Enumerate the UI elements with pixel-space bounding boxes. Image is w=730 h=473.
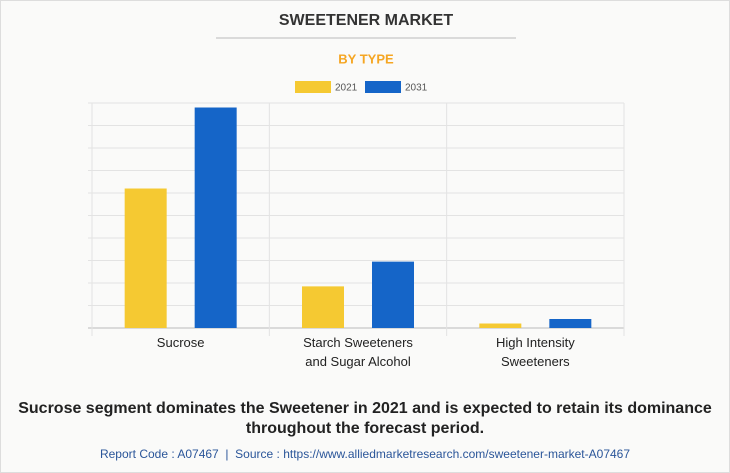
x-tick-label: High Intensity Sweeteners: [495, 335, 575, 369]
bar: [194, 107, 237, 328]
bar: [549, 319, 592, 328]
caption: Sucrose segment dominates the Sweetener …: [18, 400, 712, 437]
bar: [479, 323, 522, 328]
bar: [372, 261, 414, 328]
legend-label: 2021: [335, 83, 358, 94]
bar: [124, 188, 167, 328]
chart-subtitle: BY TYPE: [338, 51, 394, 66]
x-tick-label: Sucrose: [156, 335, 205, 350]
bar: [302, 286, 344, 328]
chart-title: SWEETENER MARKET: [279, 12, 453, 29]
legend-swatch: [365, 81, 401, 93]
x-tick-label: Starch Sweeteners and Sugar Alcohol: [303, 335, 413, 369]
legend-swatch: [295, 81, 331, 93]
legend-label: 2031: [405, 83, 428, 94]
footer: Report Code : A07467 | Source : https://…: [99, 447, 631, 461]
